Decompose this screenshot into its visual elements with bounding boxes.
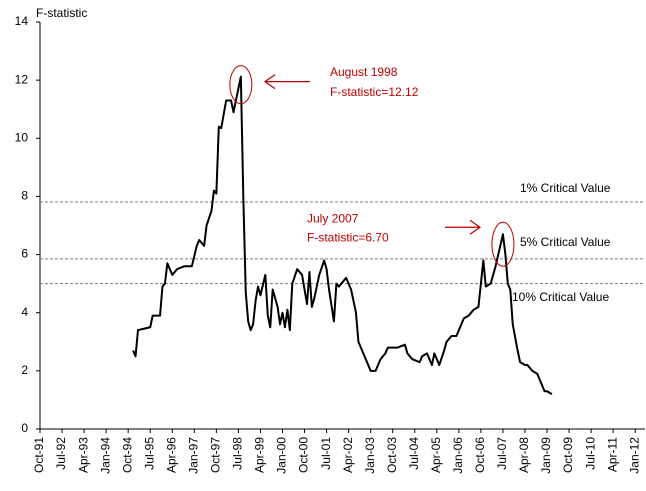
x-tick-label: Apr-02 [341, 437, 355, 473]
x-tick-label: Jul-95 [142, 437, 156, 470]
annotation-text: August 1998 [330, 65, 398, 79]
x-tick-label: Jan-94 [98, 437, 112, 474]
x-tick-label: Jul-04 [407, 437, 421, 470]
x-tick-label: Oct-94 [120, 437, 134, 473]
y-tick-label: 12 [15, 72, 29, 86]
x-tick-label: Apr-99 [253, 437, 267, 473]
y-tick-label: 8 [21, 189, 28, 203]
x-tick-label: Jan-03 [363, 437, 377, 474]
x-tick-label: Jul-07 [495, 437, 509, 470]
x-tick-label: Jan-00 [275, 437, 289, 474]
y-axis-label: F-statistic [36, 6, 87, 20]
x-tick-label: Oct-06 [473, 437, 487, 473]
x-tick-label: Oct-03 [385, 437, 399, 473]
y-tick-label: 14 [15, 14, 29, 28]
x-tick-label: Jul-10 [583, 437, 597, 470]
annotation-text: July 2007 [307, 211, 359, 225]
annotation-arrowhead [263, 74, 276, 90]
x-tick-label: Jul-01 [319, 437, 333, 470]
y-tick-label: 4 [21, 305, 28, 319]
annotation-text: F-statistic=6.70 [307, 230, 389, 244]
y-tick-label: 6 [21, 247, 28, 261]
x-tick-label: Jul-98 [231, 437, 245, 470]
x-tick-label: Jan-97 [186, 437, 200, 474]
x-tick-label: Apr-08 [517, 437, 531, 473]
x-tick-label: Oct-97 [209, 437, 223, 473]
critical-value-label: 1% Critical Value [520, 181, 611, 195]
y-tick-label: 0 [21, 421, 28, 435]
x-tick-label: Apr-96 [164, 437, 178, 473]
x-tick-label: Jan-12 [627, 437, 641, 474]
annotation-circle [491, 221, 515, 267]
x-tick-label: Jan-09 [539, 437, 553, 474]
x-tick-label: Oct-91 [32, 437, 46, 473]
x-tick-label: Jan-06 [451, 437, 465, 474]
y-tick-label: 2 [21, 363, 28, 377]
x-tick-label: Apr-11 [605, 437, 619, 472]
x-tick-label: Oct-09 [561, 437, 575, 473]
annotation-arrowhead [469, 219, 482, 235]
annotation-circle [229, 65, 253, 105]
critical-value-label: 5% Critical Value [520, 235, 611, 249]
annotation-text: F-statistic=12.12 [330, 85, 419, 99]
series-line [132, 75, 553, 395]
x-tick-label: Oct-00 [297, 437, 311, 473]
x-tick-label: Apr-05 [429, 437, 443, 473]
critical-value-label: 10% Critical Value [512, 290, 609, 304]
x-tick-label: Jul-92 [54, 437, 68, 470]
x-tick-label: Apr-93 [76, 437, 90, 473]
y-tick-label: 10 [15, 130, 29, 144]
